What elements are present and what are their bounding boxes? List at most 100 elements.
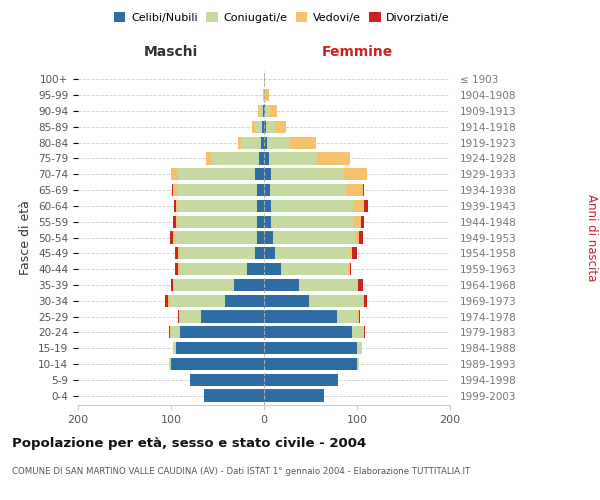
Bar xyxy=(264,294,362,307)
Bar xyxy=(254,168,264,180)
Bar xyxy=(169,358,264,370)
Bar xyxy=(264,326,365,338)
Bar xyxy=(264,152,317,164)
Bar xyxy=(264,200,364,212)
Bar xyxy=(264,310,360,322)
Bar xyxy=(179,310,264,322)
Bar xyxy=(175,247,264,260)
Bar xyxy=(259,105,264,117)
Bar xyxy=(178,184,264,196)
Bar xyxy=(264,120,275,133)
Bar xyxy=(264,278,358,291)
Bar xyxy=(264,136,267,149)
Text: Popolazione per età, sesso e stato civile - 2004: Popolazione per età, sesso e stato civil… xyxy=(12,438,366,450)
Bar xyxy=(264,136,316,149)
Bar xyxy=(173,184,264,196)
Bar xyxy=(264,120,286,133)
Bar xyxy=(168,294,264,307)
Bar xyxy=(264,168,344,180)
Bar xyxy=(264,358,359,370)
Legend: Celibi/Nubili, Coniugati/e, Vedovi/e, Divorziati/e: Celibi/Nubili, Coniugati/e, Vedovi/e, Di… xyxy=(110,8,454,28)
Bar xyxy=(261,136,264,149)
Bar xyxy=(264,294,367,307)
Bar xyxy=(264,89,269,102)
Bar xyxy=(264,184,346,196)
Bar xyxy=(264,200,368,212)
Bar xyxy=(259,152,264,164)
Bar xyxy=(169,358,264,370)
Bar xyxy=(247,263,264,276)
Bar xyxy=(257,232,264,243)
Bar xyxy=(178,310,264,322)
Bar xyxy=(264,216,364,228)
Bar xyxy=(203,390,264,402)
Bar xyxy=(173,232,264,243)
Bar xyxy=(264,278,299,291)
Bar xyxy=(264,74,265,86)
Bar xyxy=(264,294,308,307)
Bar xyxy=(263,89,264,102)
Bar xyxy=(264,278,362,291)
Bar xyxy=(264,247,350,260)
Bar xyxy=(264,232,362,243)
Bar xyxy=(264,263,281,276)
Bar xyxy=(264,247,275,260)
Bar xyxy=(264,184,364,196)
Bar xyxy=(178,263,264,276)
Bar xyxy=(264,105,277,117)
Text: Maschi: Maschi xyxy=(144,45,198,59)
Bar xyxy=(225,294,264,307)
Bar xyxy=(190,374,264,386)
Bar xyxy=(264,342,362,354)
Bar xyxy=(257,200,264,212)
Bar xyxy=(173,342,264,354)
Bar xyxy=(264,326,364,338)
Y-axis label: Fasce di età: Fasce di età xyxy=(19,200,32,275)
Bar xyxy=(173,216,264,228)
Bar xyxy=(169,294,264,307)
Bar xyxy=(264,342,362,354)
Bar xyxy=(174,200,264,212)
Bar xyxy=(264,152,350,164)
Bar xyxy=(264,358,357,370)
Bar xyxy=(176,216,264,228)
Bar xyxy=(264,390,325,402)
Text: COMUNE DI SAN MARTINO VALLE CAUDINA (AV) - Dati ISTAT 1° gennaio 2004 - Elaboraz: COMUNE DI SAN MARTINO VALLE CAUDINA (AV)… xyxy=(12,468,470,476)
Bar xyxy=(259,105,264,117)
Bar xyxy=(254,247,264,260)
Bar xyxy=(264,136,290,149)
Bar xyxy=(264,89,266,102)
Bar xyxy=(174,278,264,291)
Bar xyxy=(175,263,264,276)
Bar xyxy=(264,310,357,322)
Bar xyxy=(264,152,269,164)
Bar xyxy=(264,105,269,117)
Bar xyxy=(173,342,264,354)
Bar xyxy=(264,168,367,180)
Bar xyxy=(178,168,264,180)
Bar xyxy=(264,232,274,243)
Bar xyxy=(238,136,264,149)
Bar xyxy=(190,374,264,386)
Bar xyxy=(257,184,264,196)
Bar xyxy=(263,89,264,102)
Bar xyxy=(264,390,325,402)
Bar xyxy=(203,390,264,402)
Bar xyxy=(171,168,264,180)
Bar xyxy=(264,247,352,260)
Bar xyxy=(238,136,264,149)
Bar xyxy=(264,200,271,212)
Bar xyxy=(181,263,264,276)
Bar xyxy=(264,105,265,117)
Bar xyxy=(211,152,264,164)
Bar xyxy=(264,374,338,386)
Bar xyxy=(262,120,264,133)
Text: Anni di nascita: Anni di nascita xyxy=(584,194,598,281)
Bar xyxy=(203,390,264,402)
Bar xyxy=(263,105,264,117)
Bar xyxy=(264,120,286,133)
Bar xyxy=(259,105,264,117)
Bar xyxy=(264,200,353,212)
Bar xyxy=(264,136,316,149)
Bar xyxy=(264,232,359,243)
